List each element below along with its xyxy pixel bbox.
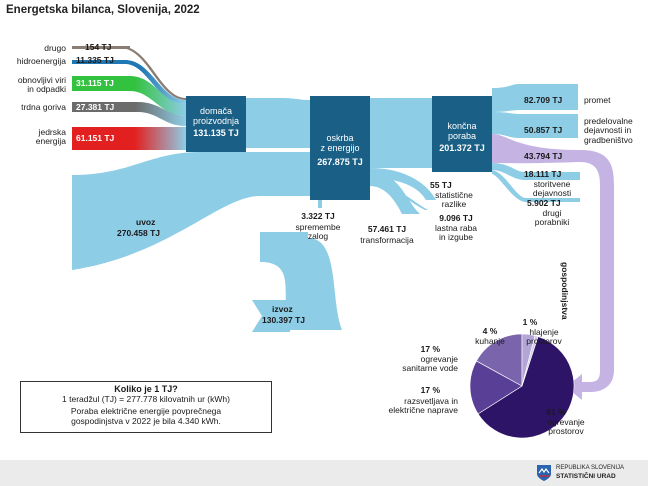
izvoz-value: 130.397 TJ [262,315,306,325]
flow-domaca-oskrba [246,98,310,148]
source-jedrska-label: jedrska energija [35,127,66,147]
source-obnovljivi-label: obnovljivi viri in odpadki [17,75,66,95]
page-title: Energetska bilanca, Slovenija, 2022 [6,4,200,16]
info-heading: Koliko je 1 TJ? [114,384,178,394]
spremembe-value: 3.322 TJ [301,211,335,221]
use-predelovalne-label: predelovalne dejavnosti in gradbeništvo [584,116,633,145]
use-gospodinjstva-value: 43.794 TJ [524,151,563,161]
flow-lastna [370,168,436,200]
logo-line2: STATISTIČNI URAD [556,473,616,480]
flow-oskrba-koncna [370,98,432,168]
flow-storitvene [492,163,580,180]
source-hidroenergija-label: hidroenergija [16,56,66,66]
uvoz-value: 270.458 TJ [117,228,161,238]
source-hidroenergija-value: 11.335 TJ [76,55,114,65]
info-line3: gospodinjstva v 2022 je bila 4.340 kWh. [71,416,221,426]
node-koncna-value: 201.372 TJ [439,143,485,153]
flow-izvoz [260,232,342,330]
pie-chart-gospodinjstva [469,333,575,439]
info-line1: 1 teradžul (TJ) = 277.778 kilovatnih ur … [62,394,230,404]
izvoz-label: izvoz [272,304,293,314]
node-domaca-label: domača proizvodnja [192,106,240,126]
pie-slice-0 [477,336,575,439]
footer-bar: REPUBLIKA SLOVENIJA STATISTIČNI URAD [0,460,648,486]
statisticne-label: statistične razlike [435,190,473,210]
pie-label-text-4: hlajenje prostorov [526,327,562,347]
use-storitvene-value: 18.111 TJ [524,169,562,179]
use-storitvene-label: storitvene dejavnosti [532,179,572,199]
flow-gospodinjstva-start [492,134,580,164]
pie-label-text-0: ogrevanje prostorov [547,417,585,437]
flow-izvoz-arrow [252,300,290,332]
flow-transformacija [370,172,420,214]
node-domaca-value: 131.135 TJ [193,128,239,138]
pie-slice-2 [476,333,523,387]
transformacija-label: transformacija [360,235,414,245]
spremembe-label: spremembe zalog [295,222,341,242]
use-promet-value: 82.709 TJ [524,95,563,105]
flow-obnovljivi [72,76,186,116]
flow-gospodinjstva [580,150,614,392]
node-koncna-poraba: končna poraba 201.372 TJ [432,96,492,172]
pie-label-pct-0: 61 % [546,407,566,417]
flow-hidroenergija [72,60,186,104]
source-trdna-label: trdna goriva [21,102,66,112]
pie-slice-4 [521,335,539,387]
logo-line1: REPUBLIKA SLOVENIJA [556,465,625,471]
pie-label-text-3: kuhanje [475,336,505,346]
pie-label-pct-4: 1 % [522,317,538,327]
flow-promet [492,84,578,112]
source-trdna-value: 27.381 TJ [76,102,115,112]
source-drugo-label: drugo [44,43,66,53]
flow-drugi-porabniki [492,170,580,202]
pie-label-text-1: razsvetljava in električne naprave [388,396,458,416]
pie-label-pct-2: 17 % [420,344,440,354]
info-box: Koliko je 1 TJ? 1 teradžul (TJ) = 277.77… [20,381,272,433]
use-drugi-label: drugi porabniki [534,208,570,228]
source-drugo-value: 154 TJ [85,42,112,52]
use-promet-label: promet [584,95,611,105]
node-domaca-proizvodnja: domača proizvodnja 131.135 TJ [186,96,246,152]
pie-label-pct-3: 4 % [482,326,498,336]
use-drugi-value: 5.902 TJ [527,198,561,208]
transformacija-value: 57.461 TJ [367,224,407,234]
source-obnovljivi-value: 31.115 TJ [76,78,114,88]
surs-logo-icon [537,465,551,481]
flow-predelovalne [492,112,578,138]
pie-slice-1 [469,360,523,415]
lastna-label: lastna raba in izgube [434,223,478,243]
chip-drugo-bar [72,46,130,49]
flow-uvoz [72,152,310,270]
statisticne-value: 55 TJ [430,180,452,190]
lastna-value: 9.096 TJ [439,213,473,223]
pie-label-text-2: ogrevanje sanitarne vode [402,354,458,374]
uvoz-label: uvoz [136,217,156,227]
node-oskrba: oskrba z energijo 267.875 TJ [310,96,370,200]
flow-jedrska [72,127,186,150]
pie-label-pct-1: 17 % [420,385,440,395]
info-line2: Poraba električne energije povprečnega [70,406,222,416]
node-oskrba-value: 267.875 TJ [317,157,363,167]
source-jedrska-value: 61.151 TJ [76,133,115,143]
use-predelovalne-value: 50.857 TJ [524,125,563,135]
flow-statisticne [370,186,428,210]
node-oskrba-label: oskrba z energijo [320,133,360,153]
flow-trdna [72,102,186,126]
flow-drugo [72,46,186,100]
node-koncna-label: končna poraba [447,121,477,141]
